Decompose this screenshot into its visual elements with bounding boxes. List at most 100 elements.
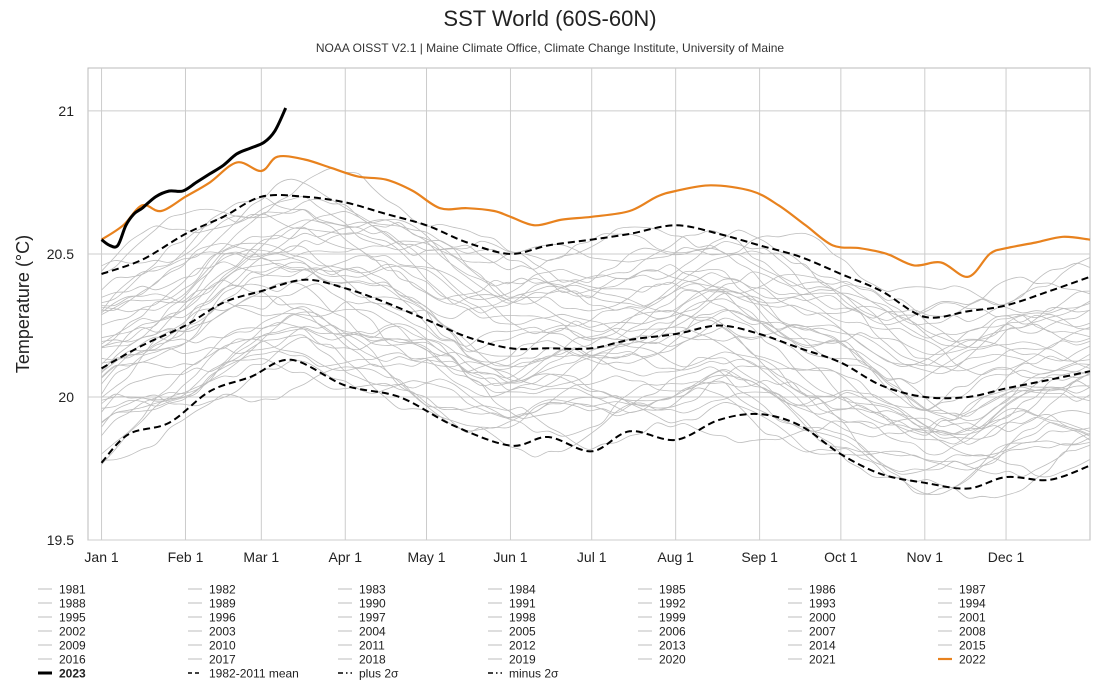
legend-label: 2010 (209, 639, 236, 653)
legend-label: 2008 (959, 625, 986, 639)
legend-label: 1985 (659, 583, 686, 597)
legend-label: 2023 (59, 667, 86, 681)
legend-entry[interactable]: 1988 (38, 597, 86, 611)
background-year-line-2007 (101, 261, 1091, 384)
legend-entry[interactable]: 2014 (788, 639, 836, 653)
legend-label: 1988 (59, 597, 86, 611)
legend-entry[interactable]: 1991 (488, 597, 536, 611)
legend-label: 1994 (959, 597, 986, 611)
legend-entry[interactable]: 1998 (488, 611, 536, 625)
legend-entry[interactable]: 1982 (188, 583, 236, 597)
legend-entry[interactable]: 2021 (788, 653, 836, 667)
legend-entry[interactable]: 1996 (188, 611, 236, 625)
legend-entry[interactable]: 2001 (938, 611, 986, 625)
legend-entry[interactable]: 1993 (788, 597, 836, 611)
legend-label: 2003 (209, 625, 236, 639)
legend-entry[interactable]: 1995 (38, 611, 86, 625)
background-year-line-1984 (101, 360, 1091, 465)
legend: 1981 1982 1983 1984 1985 1986 1987 1988 1989 1990… (38, 583, 986, 681)
background-year-line-2012 (101, 226, 1091, 343)
y-tick-label: 20 (58, 389, 74, 405)
legend-label: 2009 (59, 639, 86, 653)
x-tick-label: Dec 1 (988, 549, 1025, 565)
legend-entry[interactable]: 1990 (338, 597, 386, 611)
background-year-line-2008 (101, 232, 1091, 373)
chart-title: SST World (60S-60N) (443, 6, 657, 31)
legend-label: 2002 (59, 625, 86, 639)
legend-entry[interactable]: 2004 (338, 625, 386, 639)
series-line-plus-2- (101, 194, 1091, 319)
legend-label: 2020 (659, 653, 686, 667)
legend-entry[interactable]: 2019 (488, 653, 536, 667)
legend-entry[interactable]: 2002 (38, 625, 86, 639)
legend-entry[interactable]: 2005 (488, 625, 536, 639)
legend-entry[interactable]: plus 2σ (338, 667, 399, 681)
legend-entry[interactable]: 2017 (188, 653, 236, 667)
legend-entry[interactable]: 2000 (788, 611, 836, 625)
background-year-line-1995 (101, 295, 1091, 445)
legend-entry[interactable]: 2023 (38, 667, 86, 681)
legend-entry[interactable]: 2012 (488, 639, 536, 653)
legend-entry[interactable]: 2018 (338, 653, 386, 667)
legend-entry[interactable]: 2013 (638, 639, 686, 653)
x-tick-label: May 1 (407, 549, 445, 565)
highlight-series (100, 107, 1091, 490)
series-line-2022 (100, 154, 1091, 278)
legend-entry[interactable]: 1987 (938, 583, 986, 597)
background-year-line-1987 (101, 334, 1091, 471)
legend-entry[interactable]: 1985 (638, 583, 686, 597)
background-year-line-2014 (101, 209, 1091, 348)
legend-label: 2021 (809, 653, 836, 667)
legend-entry[interactable]: 2020 (638, 653, 686, 667)
legend-entry[interactable]: 2016 (38, 653, 86, 667)
legend-label: 2015 (959, 639, 986, 653)
legend-entry[interactable]: 2003 (188, 625, 236, 639)
legend-entry[interactable]: 1981 (38, 583, 86, 597)
legend-entry[interactable]: 1989 (188, 597, 236, 611)
background-year-line-1994 (101, 306, 1091, 431)
legend-entry[interactable]: 1997 (338, 611, 386, 625)
series-line-2023 (100, 107, 288, 249)
x-tick-label: Aug 1 (657, 549, 694, 565)
legend-label: 2019 (509, 653, 536, 667)
legend-label: minus 2σ (509, 667, 559, 681)
background-year-line-2006 (101, 255, 1091, 367)
x-tick-label: Mar 1 (243, 549, 279, 565)
background-year-lines (101, 167, 1091, 499)
background-year-line-2013 (101, 219, 1091, 343)
legend-entry[interactable]: 2022 (938, 653, 986, 667)
background-year-line-2015 (101, 211, 1091, 325)
legend-label: 1986 (809, 583, 836, 597)
legend-entry[interactable]: 1999 (638, 611, 686, 625)
background-year-line-2021 (101, 167, 1091, 314)
legend-entry[interactable]: 1992 (638, 597, 686, 611)
legend-label: 1998 (509, 611, 536, 625)
legend-entry[interactable]: 2009 (38, 639, 86, 653)
y-tick-label: 21 (58, 103, 74, 119)
legend-entry[interactable]: 1984 (488, 583, 536, 597)
legend-entry[interactable]: 1994 (938, 597, 986, 611)
legend-entry[interactable]: 2008 (938, 625, 986, 639)
legend-entry[interactable]: 1983 (338, 583, 386, 597)
background-year-line-1996 (101, 283, 1091, 433)
legend-entry[interactable]: minus 2σ (488, 667, 559, 681)
background-year-line-1985 (101, 338, 1091, 495)
legend-entry[interactable]: 2006 (638, 625, 686, 639)
legend-label: 1983 (359, 583, 386, 597)
legend-entry[interactable]: 1982-2011 mean (188, 667, 299, 681)
x-tick-label: Feb 1 (168, 549, 204, 565)
legend-entry[interactable]: 2010 (188, 639, 236, 653)
legend-entry[interactable]: 2011 (338, 639, 385, 653)
legend-label: 1989 (209, 597, 236, 611)
legend-label: 1997 (359, 611, 386, 625)
background-year-line-2009 (101, 219, 1091, 376)
legend-entry[interactable]: 2007 (788, 625, 836, 639)
legend-label: 1992 (659, 597, 686, 611)
legend-entry[interactable]: 1986 (788, 583, 836, 597)
background-year-line-1983 (101, 358, 1091, 495)
background-year-line-1999 (101, 301, 1091, 411)
legend-label: 1982 (209, 583, 236, 597)
legend-label: 2005 (509, 625, 536, 639)
legend-entry[interactable]: 2015 (938, 639, 986, 653)
